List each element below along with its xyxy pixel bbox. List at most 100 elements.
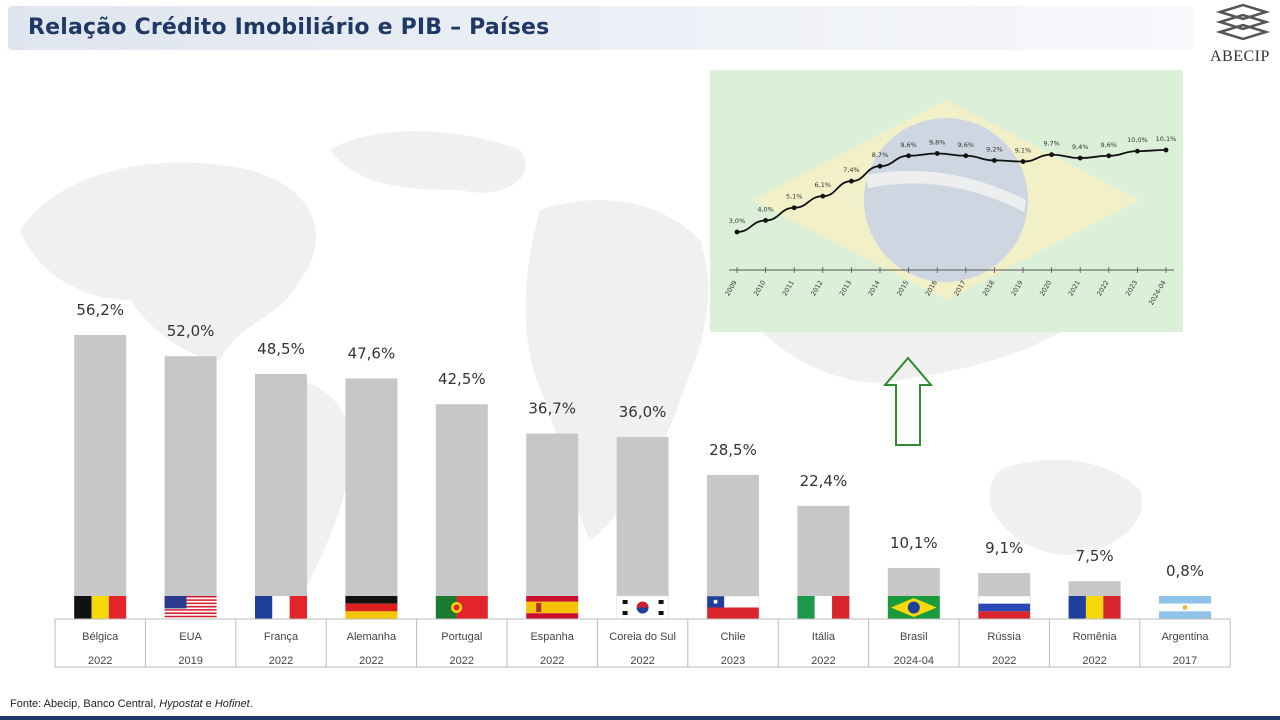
brazil-flag-icon: [887, 596, 940, 619]
spain-flag-icon: [526, 596, 579, 619]
inset-point-15: [1163, 147, 1169, 153]
year-label-5: 2022: [540, 655, 564, 667]
germany-flag-icon: [345, 596, 398, 619]
data-label-2: 48,5%: [257, 340, 305, 358]
data-label-3: 47,6%: [348, 344, 396, 362]
usa-flag-icon: [164, 596, 217, 619]
bar-6: [616, 437, 669, 596]
year-label-8: 2022: [811, 655, 835, 667]
bar-0: [74, 335, 127, 596]
inset-data-label-1: 4,0%: [757, 205, 774, 213]
year-label-12: 2017: [1173, 655, 1197, 667]
title-bar: Relação Crédito Imobiliário e PIB – País…: [8, 6, 1194, 50]
inset-data-label-2: 5,1%: [786, 193, 803, 201]
category-label-7: Chile: [720, 631, 745, 643]
category-label-5: Espanha: [530, 631, 574, 643]
bottom-rule: [0, 716, 1280, 720]
category-label-3: Alemanha: [347, 631, 397, 643]
bar-9: [887, 567, 940, 596]
data-label-7: 28,5%: [709, 441, 757, 459]
bar-8: [797, 505, 850, 596]
bar-11: [1068, 581, 1121, 596]
category-label-10: Rússia: [987, 631, 1022, 643]
bar-5: [526, 433, 579, 596]
year-label-7: 2023: [721, 655, 745, 667]
data-label-1: 52,0%: [167, 322, 215, 340]
year-label-11: 2022: [1082, 655, 1106, 667]
belgium-flag-icon: [74, 596, 127, 619]
year-label-9: 2024-04: [894, 655, 934, 667]
x-axis-table: Bélgica 2022 EUA 2019 França 2022 Alemanha 2022…: [54, 618, 1231, 668]
category-label-4: Portugal: [441, 631, 482, 643]
inset-point-6: [906, 153, 911, 159]
bar-chart: 56,2% 52,0% 48,5% 47,6% 42,5% 36,7% 36,0% 28,5%…: [74, 301, 1211, 620]
inset-data-label-7: 9,8%: [929, 138, 946, 146]
category-label-2: França: [264, 631, 299, 643]
inset-series-line: [736, 149, 1167, 233]
bar-4: [435, 404, 488, 596]
category-label-1: EUA: [179, 631, 202, 643]
category-label-11: Romênia: [1073, 631, 1118, 643]
bar-7: [707, 474, 759, 596]
data-label-11: 7,5%: [1076, 547, 1114, 565]
data-label-5: 36,7%: [528, 400, 576, 418]
data-label-12: 0,8%: [1166, 562, 1204, 580]
source-footnote: Fonte: Abecip, Banco Central, Hypostat e…: [10, 698, 253, 710]
inset-data-label-9: 9,2%: [986, 145, 1003, 153]
south-korea-flag-icon: [616, 595, 669, 620]
category-label-9: Brasil: [900, 631, 928, 643]
bar-3: [345, 378, 398, 596]
bar-2: [255, 373, 307, 596]
logo-text: ABECIP: [1210, 48, 1270, 65]
inset-data-label-12: 9,4%: [1072, 143, 1089, 151]
inset-data-label-10: 9,1%: [1015, 147, 1032, 155]
footer-prefix: Fonte: Abecip, Banco Central,: [10, 698, 160, 710]
up-arrow-icon: [882, 356, 934, 446]
inset-point-14: [1135, 148, 1140, 154]
category-label-0: Bélgica: [82, 631, 119, 643]
inset-data-label-5: 8,7%: [872, 151, 889, 159]
inset-data-label-3: 6,1%: [815, 181, 832, 189]
inset-point-8: [963, 153, 969, 159]
brazil-flag-band: [866, 170, 1026, 212]
inset-point-4: [849, 178, 854, 184]
portugal-flag-icon: [435, 596, 488, 619]
data-label-8: 22,4%: [800, 472, 848, 490]
italy-flag-icon: [797, 596, 850, 619]
inset-data-label-13: 9,6%: [1101, 141, 1118, 149]
bar-1: [164, 356, 217, 596]
inset-point-2: [791, 205, 797, 211]
inset-point-9: [992, 157, 997, 163]
inset-point-11: [1049, 152, 1054, 158]
inset-data-label-11: 9,7%: [1043, 140, 1060, 148]
inset-point-10: [1020, 159, 1026, 164]
year-label-4: 2022: [450, 655, 474, 667]
abecip-logo: ABECIP: [1206, 2, 1280, 68]
data-label-6: 36,0%: [619, 403, 667, 421]
inset-data-label-15: 10,1%: [1156, 135, 1177, 143]
year-label-2: 2022: [269, 655, 293, 667]
argentina-flag-icon: [1159, 596, 1211, 619]
bar-10: [978, 573, 1031, 596]
year-label-1: 2019: [178, 655, 202, 667]
inset-data-label-8: 9,6%: [958, 141, 975, 149]
data-label-4: 42,5%: [438, 370, 486, 388]
romania-flag-icon: [1068, 596, 1121, 619]
abecip-logo-mark: [1215, 3, 1271, 41]
year-label-0: 2022: [88, 655, 112, 667]
footer-conj: e: [202, 698, 215, 710]
inset-point-7: [934, 151, 940, 156]
footer-source-hypostat: Hypostat: [159, 698, 203, 710]
inset-data-label-4: 7,4%: [843, 166, 860, 174]
russia-flag-icon: [977, 595, 1031, 620]
inset-point-5: [877, 163, 883, 169]
inset-point-0: [734, 229, 740, 235]
data-label-0: 56,2%: [76, 301, 124, 319]
category-label-6: Coreia do Sul: [609, 631, 676, 643]
data-label-9: 10,1%: [890, 534, 938, 552]
category-label-12: Argentina: [1161, 631, 1209, 643]
france-flag-icon: [255, 596, 307, 619]
inset-point-13: [1106, 153, 1112, 159]
data-label-10: 9,1%: [985, 539, 1023, 557]
inset-point-3: [820, 193, 826, 199]
